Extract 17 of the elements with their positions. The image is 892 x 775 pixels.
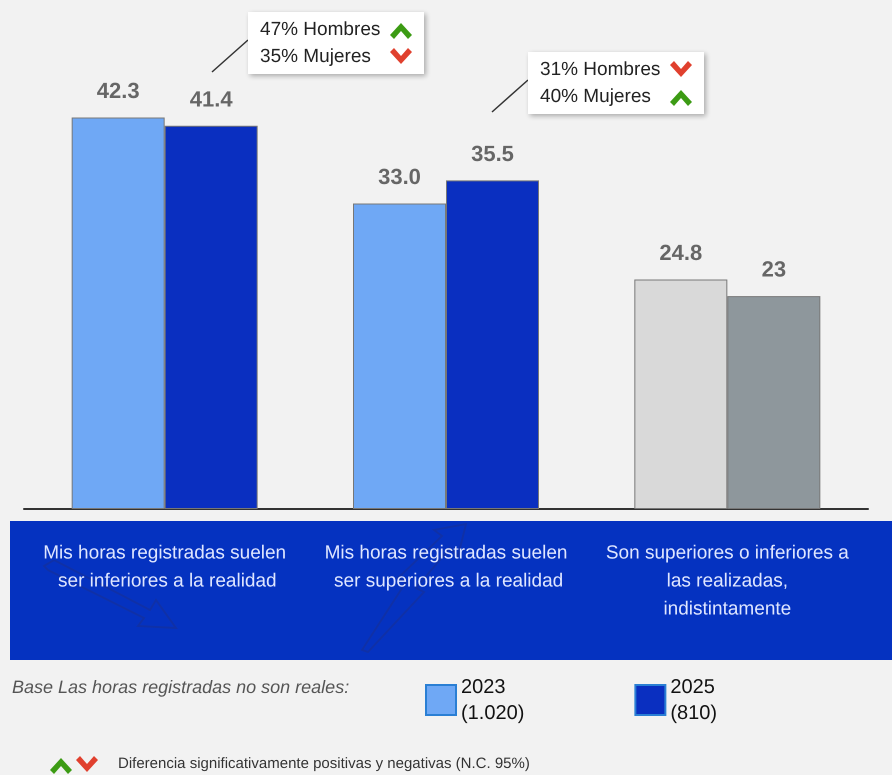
data-label: 33.0 bbox=[378, 164, 421, 190]
data-label: 41.4 bbox=[190, 86, 234, 112]
text: 40% Mujeres bbox=[540, 85, 651, 109]
x-tick-label: Mis horas registradas suelen ser inferiores a la realidad bbox=[43, 542, 286, 592]
x-tick-label: Mis horas registradas suelen ser superiores a la realidad bbox=[324, 542, 568, 592]
x-tick-label: Son superiores o inferiores a las realizadas, indistintamente bbox=[606, 542, 850, 620]
data-label: 35.5 bbox=[471, 140, 514, 166]
data-label: 23 bbox=[762, 256, 786, 282]
data-label: 24.8 bbox=[659, 240, 702, 265]
legend-title: Base Las horas registradas no son reales: bbox=[12, 677, 350, 698]
text: 35% Mujeres bbox=[260, 45, 371, 69]
text: 31% Hombres bbox=[540, 58, 660, 82]
legend-label: 2025 (810) bbox=[670, 676, 718, 724]
text: Diferencia significativamente positivas y negativas (N.C. 95%) bbox=[118, 755, 530, 772]
data-label: 42.3 bbox=[96, 78, 140, 103]
text: 47% Hombres bbox=[260, 18, 380, 42]
legend-label: 2023 (1.020) bbox=[461, 676, 524, 724]
